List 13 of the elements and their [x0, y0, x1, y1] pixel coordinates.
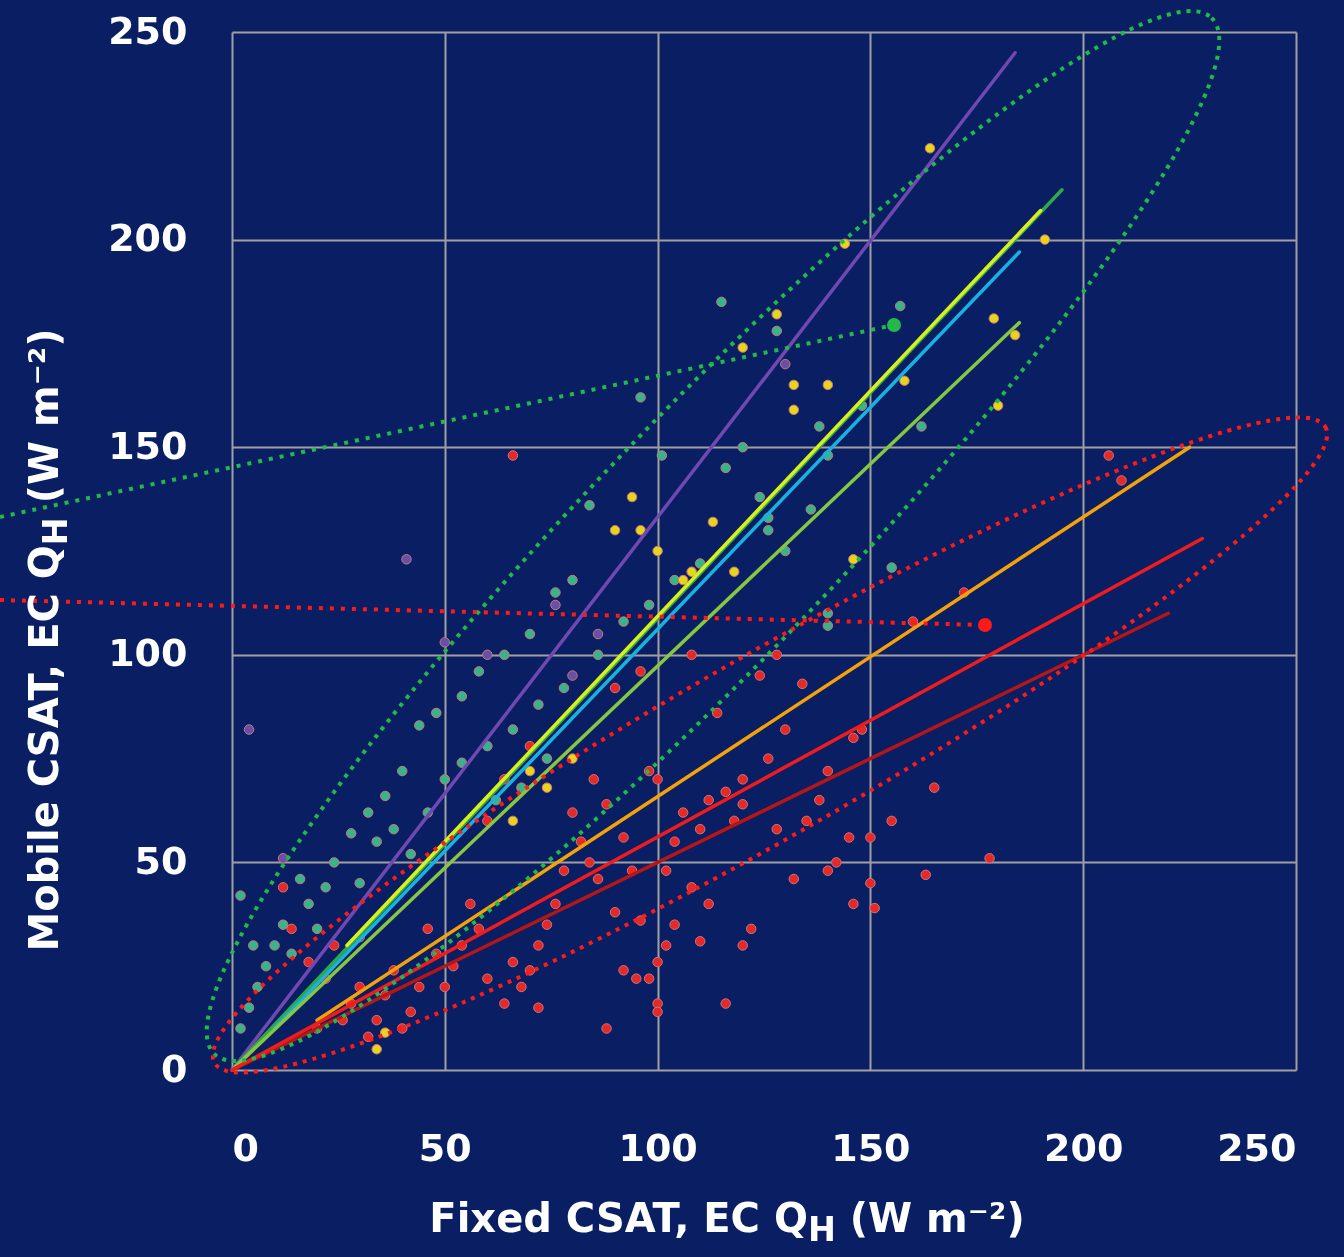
x-tick-label: 250	[1217, 1125, 1297, 1170]
y-tick-label: 150	[108, 423, 188, 468]
x-tick-label: 50	[418, 1125, 472, 1170]
y-tick-label: 250	[108, 8, 188, 53]
y-tick-label: 0	[161, 1046, 188, 1091]
y-tick-label: 100	[108, 631, 188, 676]
x-tick-label: 0	[232, 1125, 259, 1170]
x-axis-title: Fixed CSAT, EC Q$_{H}$ (W m⁻²)	[428, 1195, 1026, 1249]
x-tick-label: 150	[831, 1125, 911, 1170]
y-tick-label: 200	[108, 216, 188, 261]
x-tick-label: 200	[1044, 1125, 1124, 1170]
y-tick-label: 50	[134, 838, 188, 883]
x-tick-label: 100	[618, 1125, 698, 1170]
